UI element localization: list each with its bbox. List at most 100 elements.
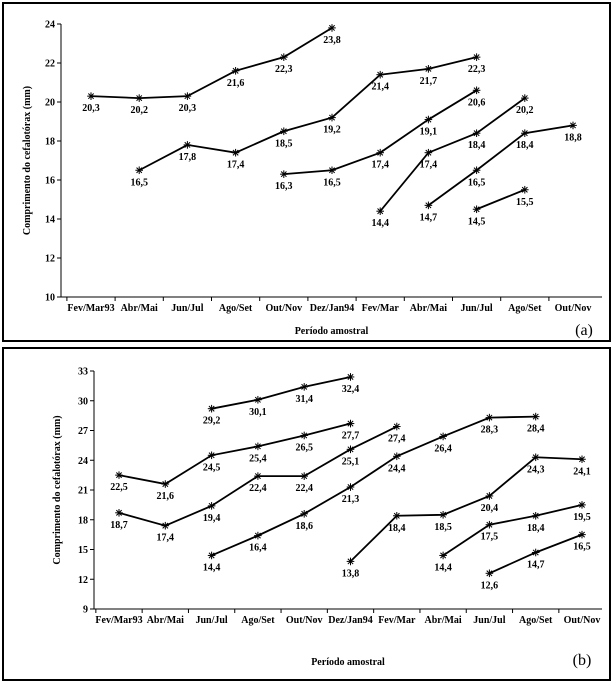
y-axis-title: Comprimento do cefalotórax (mm) — [52, 415, 63, 564]
data-point — [161, 521, 170, 530]
x-tick-label: Jun/Jul — [460, 303, 492, 314]
data-label: 20,2 — [516, 105, 534, 116]
x-tick-label: Ago/Set — [219, 303, 253, 314]
x-tick-label: Abr/Mai — [121, 303, 158, 314]
data-point — [300, 510, 308, 518]
data-point — [115, 471, 123, 479]
data-point — [531, 453, 540, 462]
data-point — [424, 201, 433, 210]
x-tick-label: Jun/Jul — [171, 303, 203, 314]
x-tick-label: Fev/Mar93 — [95, 615, 142, 626]
data-label: 20,3 — [82, 103, 100, 114]
data-point — [280, 127, 288, 136]
data-label: 29,2 — [203, 416, 221, 427]
data-point — [485, 492, 494, 500]
series-line — [118, 422, 351, 486]
data-label: 30,1 — [249, 407, 267, 418]
x-tick-label: Ago/Set — [241, 615, 275, 626]
data-point — [207, 502, 216, 510]
x-tick-label: Out/Nov — [286, 615, 323, 626]
x-axis-title: Período amostral — [295, 326, 369, 337]
x-axis-title: Período amostral — [311, 657, 385, 668]
data-point — [485, 569, 494, 578]
data-point — [346, 557, 355, 566]
data-point — [346, 445, 355, 454]
data-label: 21,6 — [157, 491, 175, 502]
data-point — [280, 170, 288, 178]
y-tick-label: 16 — [45, 176, 55, 187]
data-point — [521, 185, 529, 194]
y-tick-label: 10 — [45, 293, 55, 304]
data-point — [135, 166, 143, 175]
data-point — [472, 53, 481, 61]
data-label: 32,4 — [342, 384, 360, 395]
data-point — [328, 166, 336, 175]
data-label: 19,4 — [203, 513, 221, 524]
data-point — [439, 510, 447, 519]
data-point — [328, 24, 336, 32]
data-label: 13,8 — [342, 568, 360, 579]
series-line — [476, 188, 526, 211]
x-tick-label: Fev/Mar — [362, 303, 400, 314]
y-tick-label: 12 — [78, 575, 88, 586]
data-point — [393, 511, 401, 520]
data-label: 18,4 — [527, 523, 545, 534]
data-point — [376, 148, 384, 157]
x-tick-label: Ago/Set — [519, 615, 553, 626]
data-point — [231, 148, 240, 157]
data-label: 26,5 — [295, 442, 313, 453]
data-point — [376, 207, 384, 215]
data-point — [346, 419, 355, 428]
data-label: 25,4 — [249, 453, 267, 464]
x-tick-label: Abr/Mai — [147, 615, 184, 626]
data-label: 19,2 — [323, 125, 341, 136]
data-label: 20,2 — [130, 105, 148, 116]
data-label: 31,4 — [295, 394, 313, 405]
data-label: 16,5 — [468, 177, 486, 188]
data-point — [300, 431, 308, 440]
data-label: 18,5 — [275, 138, 293, 149]
y-tick-label: 33 — [78, 367, 88, 378]
data-label: 17,4 — [420, 160, 438, 171]
data-label: 18,4 — [516, 140, 534, 151]
data-point — [231, 67, 240, 75]
data-label: 27,7 — [342, 431, 360, 442]
data-label: 12,6 — [481, 580, 499, 591]
series-line — [379, 97, 526, 212]
data-point — [87, 92, 95, 100]
data-label: 17,8 — [179, 152, 197, 163]
panel-label: (a) — [575, 322, 593, 339]
data-label: 20,3 — [179, 103, 197, 114]
series-line — [442, 503, 583, 557]
data-point — [439, 432, 447, 441]
data-point — [254, 531, 262, 540]
data-point — [485, 413, 494, 422]
data-point — [161, 480, 170, 488]
data-point — [521, 129, 529, 137]
data-label: 24,1 — [573, 466, 591, 477]
data-point — [254, 472, 262, 480]
data-point — [472, 205, 481, 214]
data-label: 14,7 — [420, 212, 438, 223]
data-label: 20,6 — [468, 97, 486, 108]
y-tick-label: 18 — [78, 515, 88, 526]
y-tick-label: 24 — [78, 456, 88, 467]
data-label: 21,4 — [371, 82, 389, 93]
data-label: 22,4 — [295, 483, 313, 494]
data-point — [135, 94, 143, 102]
data-label: 14,5 — [468, 216, 486, 227]
data-point — [328, 113, 336, 122]
data-label: 25,1 — [342, 456, 360, 467]
chart-panel-b: 9 12 15 18 21 24 27 30 33 Fev/Mar93 Abr/Mai Jun/Jul… — [2, 347, 611, 681]
data-point — [439, 551, 447, 560]
series-line — [138, 56, 477, 172]
y-tick-label: 9 — [83, 605, 88, 616]
data-label: 17,4 — [157, 533, 175, 544]
data-point — [254, 442, 262, 451]
series-line — [211, 415, 536, 557]
data-point — [393, 422, 401, 431]
data-label: 17,4 — [371, 160, 389, 171]
data-label: 18,5 — [434, 522, 452, 533]
data-point — [300, 383, 308, 391]
data-label: 26,4 — [434, 443, 452, 454]
